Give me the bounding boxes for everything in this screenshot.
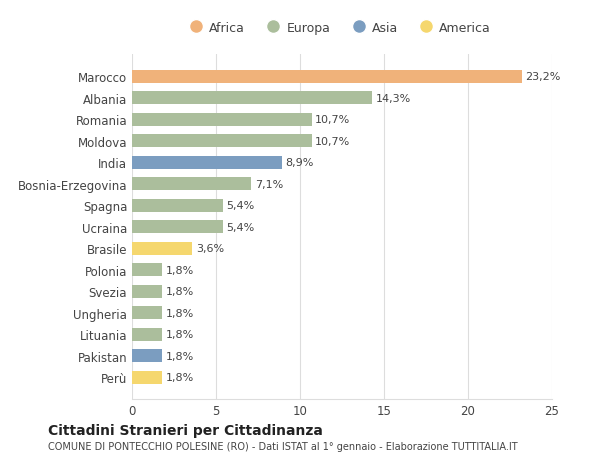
Text: 14,3%: 14,3%	[376, 94, 411, 104]
Bar	[132, 221, 223, 234]
Bar	[132, 113, 312, 127]
Bar	[132, 349, 162, 362]
Bar	[132, 328, 162, 341]
Bar	[132, 157, 281, 169]
Text: 1,8%: 1,8%	[166, 330, 194, 339]
Text: 10,7%: 10,7%	[315, 136, 350, 146]
Text: 1,8%: 1,8%	[166, 308, 194, 318]
Bar	[132, 307, 162, 319]
Text: 5,4%: 5,4%	[226, 222, 254, 232]
Text: 1,8%: 1,8%	[166, 351, 194, 361]
Legend: Africa, Europa, Asia, America: Africa, Europa, Asia, America	[188, 17, 496, 39]
Bar	[132, 135, 312, 148]
Text: 23,2%: 23,2%	[525, 72, 560, 82]
Text: 3,6%: 3,6%	[196, 244, 224, 254]
Bar	[132, 263, 162, 276]
Bar	[132, 242, 193, 255]
Bar	[132, 92, 372, 105]
Text: 5,4%: 5,4%	[226, 201, 254, 211]
Bar	[132, 71, 522, 84]
Text: 7,1%: 7,1%	[254, 179, 283, 189]
Text: Cittadini Stranieri per Cittadinanza: Cittadini Stranieri per Cittadinanza	[48, 423, 323, 437]
Text: 1,8%: 1,8%	[166, 265, 194, 275]
Bar	[132, 285, 162, 298]
Bar	[132, 178, 251, 191]
Text: 1,8%: 1,8%	[166, 372, 194, 382]
Bar	[132, 371, 162, 384]
Text: 8,9%: 8,9%	[285, 158, 313, 168]
Text: COMUNE DI PONTECCHIO POLESINE (RO) - Dati ISTAT al 1° gennaio - Elaborazione TUT: COMUNE DI PONTECCHIO POLESINE (RO) - Dat…	[48, 441, 518, 451]
Text: 1,8%: 1,8%	[166, 286, 194, 297]
Bar	[132, 199, 223, 212]
Text: 10,7%: 10,7%	[315, 115, 350, 125]
